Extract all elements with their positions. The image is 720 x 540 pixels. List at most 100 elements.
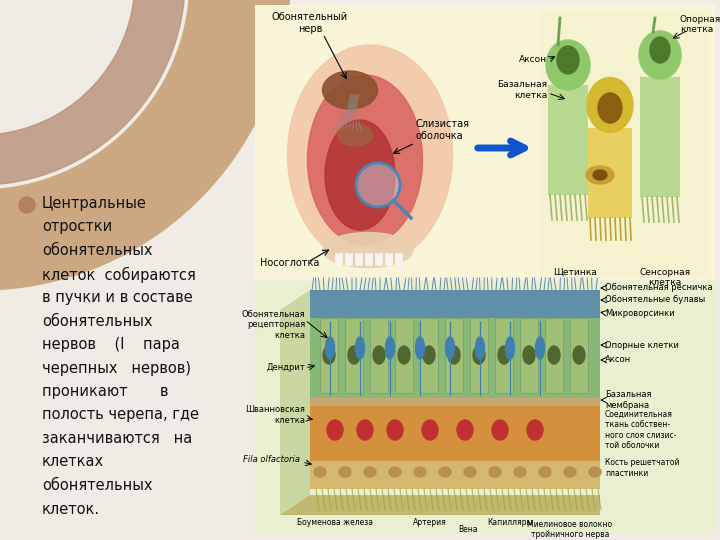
Polygon shape (0, 0, 290, 290)
Bar (310, 398, 600, 406)
Ellipse shape (593, 170, 607, 180)
Ellipse shape (573, 346, 585, 364)
Bar (310, 290, 600, 318)
Ellipse shape (639, 31, 681, 79)
Text: Щетинка: Щетинка (553, 268, 597, 277)
Ellipse shape (323, 346, 335, 364)
Bar (495, 318, 513, 393)
Text: отростки: отростки (42, 219, 112, 234)
Bar (395, 318, 413, 393)
Text: нервов    (I    пара: нервов (I пара (42, 337, 180, 352)
Ellipse shape (514, 467, 526, 477)
Ellipse shape (548, 346, 560, 364)
Ellipse shape (422, 420, 438, 440)
Text: Кость решетчатой
пластинки: Кость решетчатой пластинки (605, 458, 680, 478)
Text: Артерия: Артерия (413, 518, 447, 527)
Ellipse shape (439, 467, 451, 477)
Ellipse shape (327, 420, 343, 440)
Ellipse shape (338, 124, 372, 146)
Text: обонятельных: обонятельных (42, 478, 153, 493)
Bar (255, 5, 715, 280)
Text: обонятельных: обонятельных (42, 243, 153, 258)
Text: Аксон: Аксон (605, 355, 631, 364)
Bar (520, 318, 538, 393)
Bar (588, 128, 632, 218)
Bar (395, 253, 402, 265)
Ellipse shape (546, 40, 590, 90)
Ellipse shape (339, 467, 351, 477)
Text: Обонятельный
нерв: Обонятельный нерв (272, 12, 348, 33)
Text: обонятельных: обонятельных (42, 314, 153, 328)
Ellipse shape (387, 420, 403, 440)
Ellipse shape (586, 166, 614, 184)
Ellipse shape (348, 346, 360, 364)
Ellipse shape (448, 346, 460, 364)
Text: Центральные: Центральные (42, 196, 147, 211)
Ellipse shape (475, 337, 485, 359)
Bar (385, 253, 392, 265)
Bar (375, 253, 382, 265)
Bar (345, 318, 363, 393)
Text: заканчиваются   на: заканчиваются на (42, 431, 192, 446)
Bar (540, 10, 710, 278)
Ellipse shape (505, 337, 515, 359)
Text: Слизистая
оболочка: Слизистая оболочка (415, 119, 469, 141)
Ellipse shape (446, 337, 454, 359)
Polygon shape (280, 290, 310, 515)
Bar (310, 318, 600, 403)
Bar (548, 85, 588, 195)
Ellipse shape (557, 46, 579, 74)
Text: Дендрит: Дендрит (266, 363, 305, 373)
Text: черепных   нервов): черепных нервов) (42, 361, 191, 375)
Ellipse shape (523, 346, 535, 364)
Bar (370, 318, 388, 393)
Bar (255, 282, 715, 534)
Ellipse shape (325, 120, 395, 230)
Text: Обонятельные булавы: Обонятельные булавы (605, 295, 706, 305)
Text: клеток  собираются: клеток собираются (42, 267, 196, 282)
Text: Соединительная
ткань собствен-
ного слоя слизис-
той оболочки: Соединительная ткань собствен- ного слоя… (605, 410, 676, 450)
Text: проникают       в: проникают в (42, 384, 168, 399)
Ellipse shape (373, 346, 385, 364)
Bar (470, 318, 488, 393)
Text: Микроворсинки: Микроворсинки (605, 308, 675, 318)
Ellipse shape (423, 346, 435, 364)
Ellipse shape (589, 467, 601, 477)
Bar (545, 318, 563, 393)
Text: Аксон: Аксон (519, 56, 547, 64)
Ellipse shape (473, 346, 485, 364)
Ellipse shape (650, 37, 670, 63)
Text: клеток.: клеток. (42, 502, 100, 516)
Ellipse shape (415, 337, 425, 359)
Text: полость черепа, где: полость черепа, где (42, 408, 199, 422)
Bar (310, 406, 600, 461)
Ellipse shape (307, 75, 423, 245)
Text: Вена: Вена (458, 525, 478, 534)
Ellipse shape (323, 71, 377, 109)
Ellipse shape (489, 467, 501, 477)
Bar (640, 77, 680, 197)
Bar (320, 318, 338, 393)
Ellipse shape (598, 93, 622, 123)
Ellipse shape (492, 420, 508, 440)
Text: в пучки и в составе: в пучки и в составе (42, 290, 193, 305)
Ellipse shape (323, 233, 413, 267)
Bar (445, 318, 463, 393)
Text: клетках: клетках (42, 455, 104, 469)
Text: Обонятельная
рецепторная
клетка: Обонятельная рецепторная клетка (241, 310, 305, 340)
Ellipse shape (587, 78, 633, 132)
Text: Капилляры: Капилляры (487, 518, 533, 527)
Ellipse shape (414, 467, 426, 477)
Ellipse shape (356, 337, 364, 359)
Text: Шванновская
клетка: Шванновская клетка (245, 406, 305, 424)
Text: Носоглотка: Носоглотка (261, 258, 320, 268)
Ellipse shape (536, 337, 544, 359)
Text: Базальная
клетка: Базальная клетка (497, 80, 547, 100)
Polygon shape (0, 0, 185, 185)
Bar (365, 253, 372, 265)
Ellipse shape (539, 467, 551, 477)
Ellipse shape (357, 420, 373, 440)
Text: Миелиновое волокно
тройничного нерва: Миелиновое волокно тройничного нерва (528, 520, 613, 539)
Text: Обонятельная ресничка: Обонятельная ресничка (605, 284, 713, 293)
Text: Fila olfactoria: Fila olfactoria (243, 456, 300, 464)
